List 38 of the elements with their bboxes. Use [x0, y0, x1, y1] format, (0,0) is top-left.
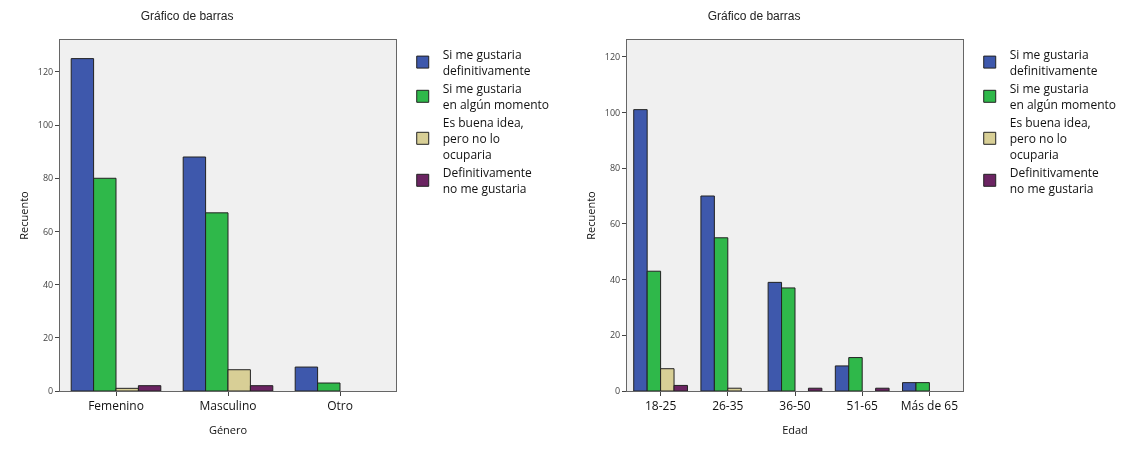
y-axis-title: Recuento — [16, 190, 31, 240]
bar — [807, 387, 823, 391]
legend-label: Si me gustaria definitivamente — [1009, 45, 1098, 79]
y-tick-label: 60 — [42, 224, 54, 238]
y-tick-label: 20 — [42, 330, 54, 344]
x-tick-label: 51-65 — [846, 397, 878, 415]
x-axis-title: Género — [208, 422, 248, 437]
y-tick-label: 40 — [609, 272, 621, 286]
x-tick-label: Femenino — [88, 397, 144, 415]
x-tick-label: Otro — [327, 397, 353, 415]
x-tick-label: 26-35 — [712, 397, 744, 415]
y-tick-label: 80 — [42, 171, 54, 185]
legend-label: Si me gustaria definitivamente — [442, 45, 531, 79]
x-tick-label: Masculino — [199, 397, 257, 415]
legend-label: Si me gustaria en algún momento — [1009, 80, 1117, 113]
y-tick-label: 0 — [48, 384, 54, 398]
x-tick-label: 36-50 — [779, 397, 811, 415]
x-tick-label: Más de 65 — [900, 397, 959, 415]
y-tick-label: 100 — [37, 118, 54, 132]
y-tick-label: 40 — [42, 277, 54, 291]
x-tick-label: 18-25 — [644, 397, 677, 415]
y-tick-label: 0 — [615, 384, 621, 398]
y-tick-label: 60 — [609, 217, 621, 231]
y-tick-label: 80 — [609, 161, 621, 175]
bar — [875, 387, 890, 391]
x-axis-title: Edad — [782, 422, 808, 437]
y-tick-label: 120 — [604, 49, 621, 63]
legend-label: Definitivamente no me gustaria — [442, 164, 533, 197]
legend-label: Si me gustaria en algún momento — [442, 80, 550, 113]
y-tick-label: 20 — [609, 328, 621, 342]
chart-title: Gráfico de barras — [707, 8, 801, 23]
y-tick-label: 120 — [37, 65, 54, 79]
chart-title: Gráfico de barras — [140, 8, 234, 23]
legend-label: Es buena idea, pero no lo ocuparia — [1009, 114, 1091, 163]
y-axis-title: Recuento — [583, 190, 598, 240]
y-tick-label: 100 — [604, 105, 621, 119]
legend-label: Es buena idea, pero no lo ocuparia — [442, 114, 524, 163]
legend-label: Definitivamente no me gustaria — [1009, 164, 1100, 197]
